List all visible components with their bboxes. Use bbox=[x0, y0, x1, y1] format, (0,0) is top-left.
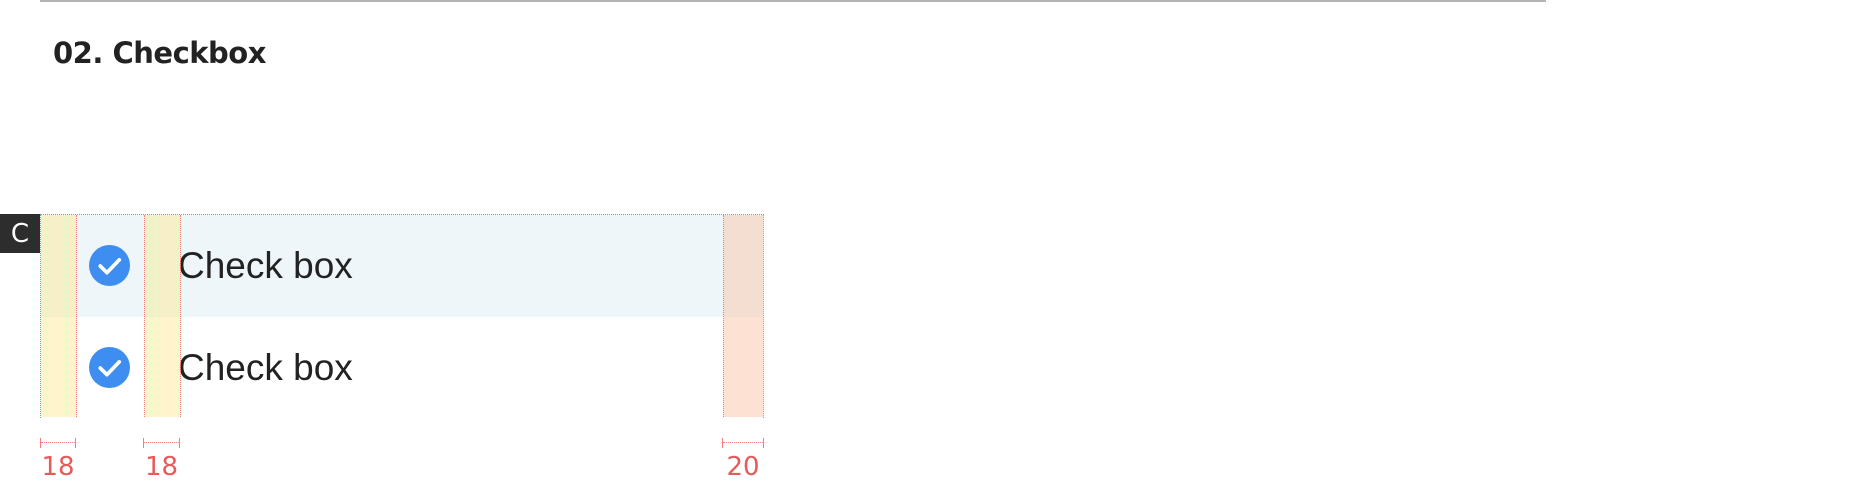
padding-guide-left bbox=[41, 215, 77, 417]
measure-label-gap: 18 bbox=[144, 452, 179, 482]
checkbox-item[interactable]: Check box bbox=[41, 215, 763, 317]
padding-guide-gap bbox=[144, 215, 181, 417]
checkbox-item[interactable]: Check box bbox=[41, 317, 763, 419]
check-circle-icon[interactable] bbox=[89, 347, 130, 388]
checkbox-list: Check box Check box bbox=[40, 214, 764, 419]
measure-bracket-right bbox=[722, 438, 764, 448]
measure-bracket-gap bbox=[143, 438, 180, 448]
checkbox-label: Check box bbox=[178, 347, 353, 388]
padding-guide-right bbox=[723, 215, 764, 417]
section-title: 02. Checkbox bbox=[53, 36, 266, 70]
measure-label-left: 18 bbox=[41, 452, 75, 482]
top-divider bbox=[40, 0, 1546, 2]
component-marker: C bbox=[0, 214, 40, 253]
measure-label-right: 20 bbox=[726, 452, 760, 482]
measure-bracket-left bbox=[40, 438, 76, 448]
checkbox-label: Check box bbox=[178, 245, 353, 286]
check-circle-icon[interactable] bbox=[89, 245, 130, 286]
